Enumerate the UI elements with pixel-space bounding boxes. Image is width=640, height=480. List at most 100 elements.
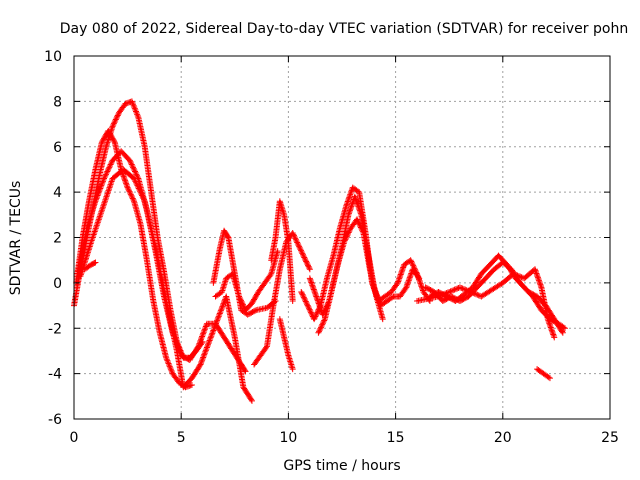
data-point [94,193,101,200]
data-point [111,119,118,126]
data-point [304,261,311,268]
data-point [511,271,518,278]
data-point [95,216,102,223]
data-point [94,219,101,226]
data-point [110,120,117,127]
series-track-5 [81,259,99,273]
data-point [98,139,105,146]
data-point [199,355,206,362]
data-point [91,229,98,236]
x-tick-label: 0 [70,430,79,446]
data-point [514,272,521,279]
data-point [354,217,361,224]
series-track-9 [268,198,296,305]
data-point [164,359,171,366]
data-point [237,296,244,303]
data-point [292,235,299,242]
data-point [102,171,109,178]
data-point [358,225,365,232]
data-point [440,291,447,298]
data-point [200,353,207,360]
data-point [294,240,301,247]
data-point [135,184,142,191]
data-point [195,341,202,348]
x-tick-label: 5 [177,430,186,446]
data-point [132,168,139,175]
data-point [104,168,111,175]
data-point [302,257,309,264]
data-point [250,297,257,304]
data-point [474,291,481,298]
data-point [198,334,205,341]
data-point [133,181,140,188]
data-point [344,232,351,239]
data-point [100,202,107,209]
data-point [456,284,463,291]
data-point [201,350,208,357]
data-point [252,307,259,314]
data-point [251,295,258,302]
data-point [92,198,99,205]
data-point [359,227,366,234]
data-point [216,310,223,317]
data-point [295,242,302,249]
data-point [319,320,326,327]
data-point [297,246,304,253]
data-point [249,299,256,306]
data-point [165,360,172,367]
data-point [300,253,307,260]
data-point [303,299,310,306]
data-point [315,329,322,336]
data-point [248,300,255,307]
data-point [202,347,209,354]
data-point [513,271,520,278]
data-point [389,294,396,301]
data-point [444,289,451,296]
data-point [107,181,114,188]
data-point [198,360,205,367]
data-point [379,316,386,323]
data-point [224,233,231,240]
data-point [450,287,457,294]
data-point [202,323,209,330]
y-tick-label: 4 [53,185,62,201]
data-point [203,345,210,352]
data-point [201,327,208,334]
data-point [137,189,144,196]
data-point [196,340,203,347]
data-point [200,329,207,336]
data-point [106,129,113,136]
data-point [252,293,259,300]
data-point [201,351,208,358]
data-point [197,361,204,368]
data-point [131,105,138,112]
data-point [561,325,568,332]
y-tick-label: -2 [48,321,62,337]
data-point [104,189,111,196]
data-point [214,317,221,324]
data-point [110,136,117,143]
data-point [211,324,218,331]
data-point [167,366,174,373]
data-point [196,339,203,346]
data-point [346,228,353,235]
data-point [356,221,363,228]
series-track-8 [251,229,313,368]
data-point [298,290,305,297]
data-point [207,336,214,343]
data-point [289,366,296,373]
data-point [129,194,136,201]
data-point [108,180,115,187]
data-point [359,228,366,235]
data-point [294,239,301,246]
data-point [101,135,108,142]
data-point [307,309,314,316]
data-point [133,179,140,186]
data-point [112,116,119,123]
data-point [206,338,213,345]
data-point [305,262,312,269]
series-track-1 [71,98,206,361]
series-track-4 [77,166,255,404]
data-point [106,130,113,137]
data-point [341,239,348,246]
